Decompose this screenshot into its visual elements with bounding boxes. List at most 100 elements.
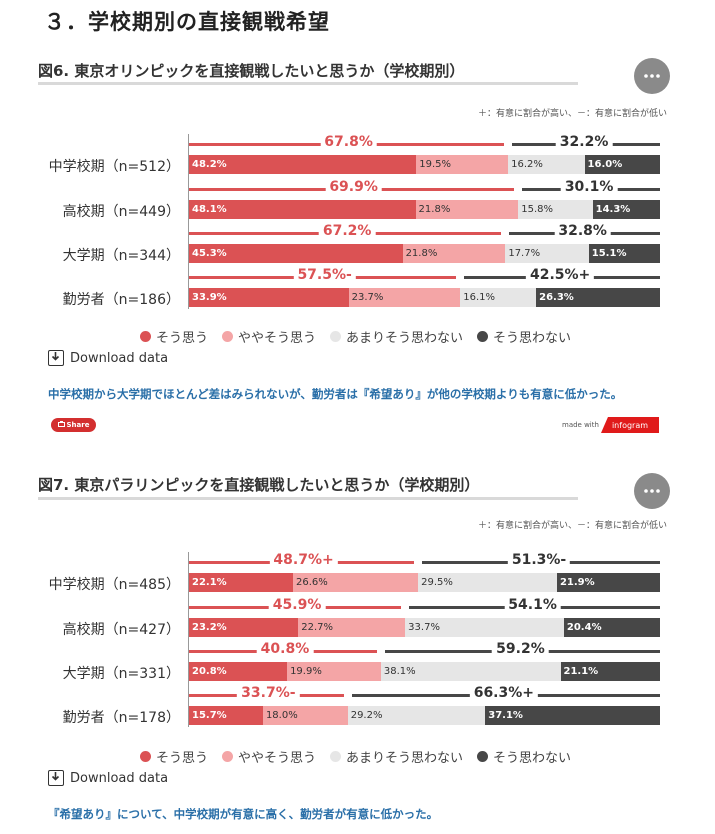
data-label: 17.7%: [508, 248, 541, 259]
chart-title: 図6. 東京オリンピックを直接観戦したいと思うか（学校期別）: [38, 62, 465, 80]
chart-legend: そう思う ややそう思う あまりそう思わない そう思わない: [140, 747, 571, 766]
chart-caption: 『希望あり』について、中学校期が有意に高く、勤労者が有意に低かった。: [48, 807, 439, 821]
row-label: 大学期（n=331）: [62, 666, 180, 682]
negative-summary-label: 30.1%: [560, 178, 618, 196]
share-button[interactable]: Share: [51, 418, 96, 432]
bar-segment-0: 20.8%: [189, 662, 288, 681]
stacked-bar: 48.1% 21.8% 15.8% 14.3%: [189, 200, 660, 219]
bar-segment-1: 22.7%: [298, 618, 406, 637]
data-label: 26.6%: [295, 577, 328, 588]
summary-row: 67.8% 32.2%: [189, 133, 660, 152]
bar-segment-0: 45.3%: [189, 244, 403, 263]
bar-segment-0: 23.2%: [189, 618, 299, 637]
legend-label: そう思わない: [493, 751, 572, 766]
data-label: 20.8%: [192, 666, 227, 677]
legend-label: ややそう思う: [238, 331, 317, 346]
data-label: 16.1%: [463, 292, 496, 303]
data-label: 19.5%: [419, 159, 452, 170]
stacked-bar: 20.8% 19.9% 38.1% 21.1%: [189, 662, 660, 681]
summary-row: 45.9% 54.1%: [189, 596, 660, 615]
negative-summary-label: 54.1%: [504, 596, 561, 614]
row-label: 中学校期（n=485）: [48, 577, 180, 593]
stacked-bar: 23.2% 22.7% 33.7% 20.4%: [189, 618, 660, 637]
bar-segment-2: 33.7%: [405, 618, 564, 637]
bar-segment-1: 19.5%: [416, 155, 509, 174]
legend-item[interactable]: あまりそう思わない: [330, 327, 463, 346]
positive-summary-label: 33.7%-: [237, 684, 300, 702]
positive-summary-label: 48.7%+: [269, 551, 338, 569]
bar-segment-3: 21.9%: [556, 573, 660, 592]
stacked-bar: 15.7% 18.0% 29.2% 37.1%: [189, 706, 660, 725]
row-label: 高校期（n=449）: [62, 204, 180, 220]
data-label: 15.7%: [192, 710, 227, 721]
legend-item[interactable]: あまりそう思わない: [330, 747, 463, 766]
bar-segment-1: 21.8%: [402, 244, 506, 263]
data-label: 26.3%: [539, 292, 574, 303]
summary-row: 69.9% 30.1%: [189, 178, 660, 197]
summary-row: 57.5%- 42.5%+: [189, 266, 660, 285]
stacked-bar: 22.1% 26.6% 29.5% 21.9%: [189, 573, 660, 592]
bar-segment-3: 37.1%: [485, 706, 660, 725]
row-label: 大学期（n=344）: [62, 248, 180, 264]
stacked-bar: 33.9% 23.7% 16.1% 26.3%: [189, 288, 660, 307]
more-dots-icon: [644, 74, 660, 78]
bar-segment-2: 17.7%: [505, 244, 589, 263]
category-axis: [188, 552, 189, 727]
negative-summary-label: 51.3%-: [507, 551, 571, 569]
data-label: 21.8%: [405, 248, 438, 259]
bar-segment-0: 48.2%: [189, 155, 417, 174]
legend-item[interactable]: そう思う: [140, 747, 208, 766]
download-label: Download data: [70, 350, 169, 366]
more-options-button[interactable]: [634, 58, 670, 94]
positive-summary-label: 67.2%: [318, 222, 376, 240]
legend-label: そう思う: [156, 751, 209, 766]
data-label: 20.4%: [566, 622, 602, 633]
positive-summary-label: 69.9%: [325, 178, 382, 196]
infogram-logo[interactable]: infogram: [601, 417, 659, 433]
bar-segment-0: 48.1%: [189, 200, 416, 219]
legend-item[interactable]: そう思う: [140, 327, 208, 346]
legend-item[interactable]: そう思わない: [477, 747, 571, 766]
title-underline: [38, 82, 578, 85]
summary-row: 67.2% 32.8%: [189, 222, 660, 241]
legend-dot-icon: [477, 751, 489, 762]
row-label: 勤労者（n=178）: [62, 710, 180, 726]
summary-row: 33.7%- 66.3%+: [189, 684, 660, 703]
data-label: 33.7%: [408, 622, 440, 633]
download-data-link[interactable]: Download data: [48, 350, 168, 366]
bar-segment-3: 21.1%: [560, 662, 660, 681]
title-underline: [38, 497, 578, 500]
positive-summary-label: 40.8%: [256, 640, 314, 658]
legend-dot-icon: [222, 751, 234, 762]
legend-label: あまりそう思わない: [346, 751, 464, 766]
legend-item[interactable]: ややそう思う: [222, 747, 316, 766]
chart-caption: 中学校期から大学期でほとんど差はみられないが、勤労者は『希望あり』が他の学校期よ…: [48, 387, 623, 401]
data-label: 23.7%: [351, 292, 384, 303]
section-title: ３．学校期別の直接観戦希望: [44, 10, 330, 34]
bar-segment-1: 26.6%: [292, 573, 419, 592]
share-label: Share: [66, 421, 90, 429]
more-options-button[interactable]: [634, 473, 670, 509]
bar-segment-3: 14.3%: [592, 200, 660, 219]
legend-item[interactable]: ややそう思う: [222, 327, 316, 346]
download-data-link[interactable]: Download data: [48, 770, 168, 786]
category-axis: [188, 134, 189, 309]
bar-segment-1: 18.0%: [262, 706, 348, 725]
significance-note: ＋：有意に割合が高い、－：有意に割合が低い: [477, 521, 667, 531]
data-label: 16.0%: [587, 159, 623, 170]
download-icon: [48, 350, 64, 366]
download-icon: [48, 770, 64, 786]
chart-title: 図7. 東京パラリンピックを直接観戦したいと思うか（学校期別）: [38, 476, 480, 494]
negative-summary-label: 32.8%: [554, 222, 611, 240]
data-label: 18.0%: [265, 710, 298, 721]
data-label: 48.2%: [192, 159, 227, 170]
negative-summary-label: 66.3%+: [469, 684, 539, 702]
data-label: 23.2%: [192, 622, 227, 633]
significance-note: ＋：有意に割合が高い、－：有意に割合が低い: [477, 109, 667, 119]
legend-item[interactable]: そう思わない: [477, 327, 571, 346]
legend-dot-icon: [140, 751, 151, 762]
bar-segment-2: 15.8%: [518, 200, 593, 219]
bar-segment-0: 22.1%: [189, 573, 293, 592]
bar-segment-0: 15.7%: [189, 706, 263, 725]
bar-segment-3: 20.4%: [563, 618, 660, 637]
